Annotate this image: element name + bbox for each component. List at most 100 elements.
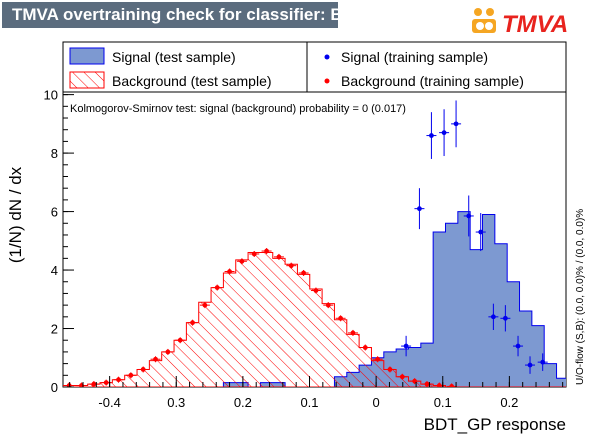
background-train-point bbox=[273, 253, 284, 260]
y-tick-label: 6 bbox=[51, 205, 58, 220]
background-train-marker bbox=[338, 315, 344, 321]
background-train-point bbox=[323, 302, 334, 309]
background-test-histogram bbox=[63, 252, 566, 387]
y-tick-label: 4 bbox=[51, 263, 58, 278]
background-train-point bbox=[113, 376, 124, 383]
x-tick-label: 0 bbox=[373, 395, 380, 410]
background-train-point bbox=[360, 344, 371, 351]
background-train-marker bbox=[375, 356, 381, 362]
y-tick-label: 8 bbox=[51, 146, 58, 161]
logo-text: TMVA bbox=[502, 11, 568, 38]
x-tick-label: 0.3 bbox=[167, 395, 185, 410]
y-tick-label: 0 bbox=[51, 380, 58, 395]
signal-train-point bbox=[451, 100, 462, 148]
legend: Signal (test sample) Background (test sa… bbox=[62, 41, 567, 93]
signal-train-point bbox=[537, 353, 548, 371]
legend-background-test-swatch bbox=[69, 71, 105, 89]
background-train-marker bbox=[449, 384, 455, 387]
chart-title: TMVA overtraining check for classifier: … bbox=[2, 2, 399, 28]
background-train-marker bbox=[313, 288, 319, 293]
signal-train-point bbox=[475, 213, 486, 252]
background-train-point bbox=[421, 381, 432, 387]
signal-train-marker bbox=[502, 315, 508, 321]
background-train-marker bbox=[350, 330, 356, 336]
signal-train-marker bbox=[466, 213, 472, 219]
background-train-point bbox=[76, 382, 87, 387]
signal-train-point bbox=[414, 188, 425, 230]
background-train-marker bbox=[116, 377, 121, 383]
background-train-point bbox=[138, 366, 149, 373]
background-train-point bbox=[88, 381, 99, 387]
tmva-logo: TMVA bbox=[472, 8, 568, 38]
signal-train-point bbox=[513, 335, 524, 357]
background-train-marker bbox=[424, 381, 430, 387]
background-train-point bbox=[175, 337, 186, 344]
background-train-point bbox=[384, 366, 395, 373]
background-train-point bbox=[347, 329, 358, 336]
x-tick-label: 0.2 bbox=[500, 395, 518, 410]
background-train-marker bbox=[288, 263, 294, 269]
signal-train-point bbox=[401, 335, 412, 357]
background-train-point bbox=[249, 250, 260, 257]
background-train-marker bbox=[214, 285, 220, 290]
legend-box-right bbox=[306, 41, 567, 93]
background-train-point bbox=[224, 268, 235, 275]
signal-train-point bbox=[439, 109, 450, 157]
background-train-point bbox=[298, 269, 309, 276]
logo-dots-icon bbox=[472, 8, 496, 33]
background-train-marker bbox=[140, 367, 146, 372]
signal-train-marker bbox=[453, 121, 459, 127]
background-train-marker bbox=[325, 302, 331, 308]
background-train-point bbox=[335, 315, 346, 322]
signal-train-marker bbox=[441, 130, 447, 136]
background-train-point bbox=[125, 372, 136, 379]
background-train-point bbox=[397, 373, 408, 380]
background-train-marker bbox=[276, 254, 282, 260]
background-train-marker bbox=[177, 337, 183, 343]
x-tick-label: -0.4 bbox=[98, 395, 120, 410]
background-train-marker bbox=[190, 320, 195, 326]
background-train-point bbox=[162, 348, 173, 355]
background-train-marker bbox=[301, 270, 307, 276]
background-train-point bbox=[150, 356, 161, 363]
x-tick-label: 0.1 bbox=[300, 395, 318, 410]
background-train-point bbox=[187, 319, 198, 326]
background-train-point bbox=[261, 248, 272, 255]
background-train-marker bbox=[387, 367, 393, 372]
x-axis-label: BDT_GP response bbox=[424, 415, 566, 434]
background-train-point bbox=[446, 383, 457, 387]
x-tick-label: 0.1 bbox=[434, 395, 452, 410]
background-train-marker bbox=[239, 258, 245, 264]
y-tick-label: 10 bbox=[44, 88, 58, 103]
signal-train-point bbox=[500, 305, 511, 332]
background-train-marker bbox=[202, 302, 208, 308]
background-train-point bbox=[236, 258, 247, 265]
signal-train-marker bbox=[478, 229, 484, 235]
background-train-marker bbox=[103, 380, 109, 386]
background-train-marker bbox=[165, 349, 171, 355]
legend-background-train-marker bbox=[324, 78, 330, 84]
signal-train-point bbox=[488, 303, 499, 330]
background-train-point bbox=[199, 302, 210, 309]
background-train-marker bbox=[251, 251, 257, 257]
background-train-point bbox=[372, 356, 383, 363]
signal-train-point bbox=[426, 112, 437, 159]
background-train-marker bbox=[362, 345, 368, 350]
y-tick-label: 2 bbox=[51, 322, 58, 337]
background-train-marker bbox=[227, 269, 232, 274]
background-train-marker bbox=[264, 248, 269, 254]
background-train-marker bbox=[436, 383, 442, 387]
legend-signal-test-label: Signal (test sample) bbox=[112, 49, 236, 65]
signal-train-marker bbox=[515, 343, 521, 349]
y-axis-label: (1/N) dN / dx bbox=[6, 166, 25, 263]
x-axis: -0.4 0.3 0.2 0.1 0 0.1 0.2 bbox=[69, 376, 564, 410]
legend-background-test-label: Background (test sample) bbox=[112, 73, 272, 89]
background-train-point bbox=[212, 284, 223, 291]
signal-train-marker bbox=[527, 362, 533, 368]
y-axis: 0 2 4 6 8 10 bbox=[44, 47, 74, 395]
overflow-text: U/O-flow (S,B): (0.0, 0.0)% / (0.0, 0.0)… bbox=[575, 209, 586, 385]
signal-train-point bbox=[463, 195, 474, 237]
background-train-point bbox=[310, 287, 321, 294]
legend-signal-train-label: Signal (training sample) bbox=[341, 49, 488, 65]
